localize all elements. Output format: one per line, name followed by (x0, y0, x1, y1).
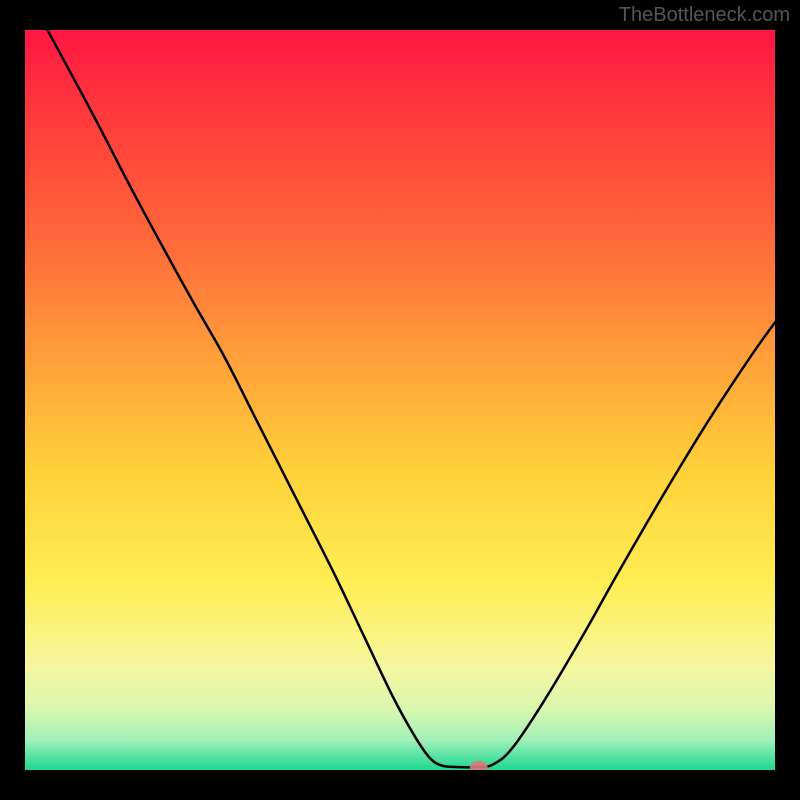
plot-area (25, 30, 775, 770)
chart-svg (25, 30, 775, 770)
watermark-text: TheBottleneck.com (619, 4, 790, 27)
gradient-background (25, 30, 775, 770)
chart-container: TheBottleneck.com (0, 0, 800, 800)
